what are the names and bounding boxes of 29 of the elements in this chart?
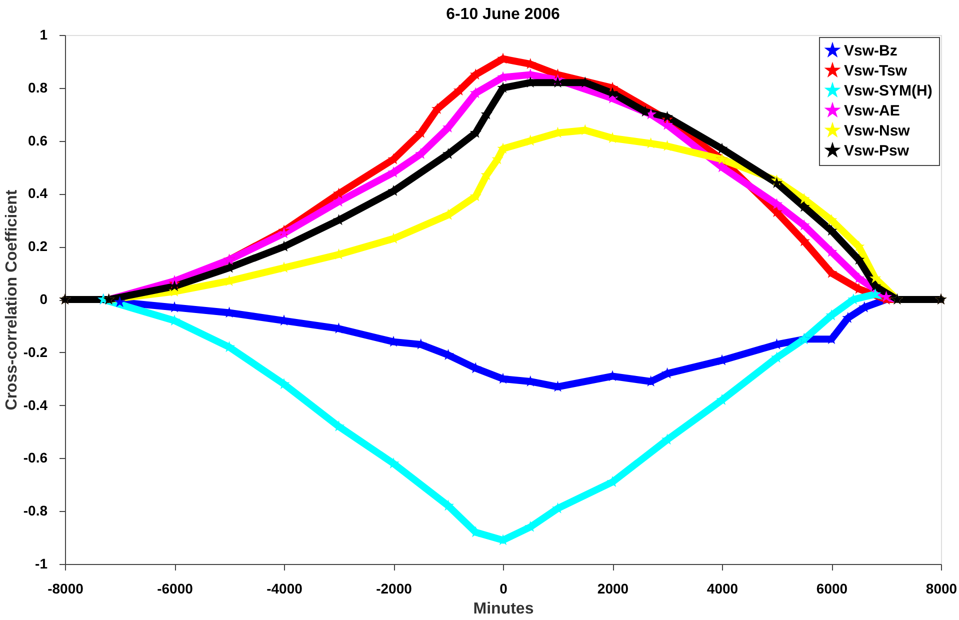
y-tick-label: 0.8 — [28, 79, 48, 96]
x-axis-title: Minutes — [473, 600, 534, 618]
y-tick-label: -0.6 — [23, 450, 48, 466]
x-tick-label: 6000 — [816, 580, 848, 596]
legend-label: Vsw-Psw — [844, 142, 910, 160]
y-axis-title: Cross-correlation Coefficient — [3, 189, 20, 410]
y-tick-label: 0 — [40, 291, 48, 307]
y-tick-label: 1 — [40, 26, 48, 42]
legend-label: Vsw-AE — [844, 102, 900, 120]
x-tick-label: 4000 — [706, 580, 738, 596]
legend-label: Vsw-Bz — [844, 42, 898, 60]
x-tick-label: -2000 — [376, 580, 412, 596]
x-tick-label: 0 — [500, 580, 508, 596]
x-tick-label: -4000 — [266, 580, 303, 596]
x-tick-label: 2000 — [597, 580, 629, 596]
y-tick-label: -0.8 — [23, 502, 48, 519]
x-tick-label: -8000 — [48, 580, 84, 596]
chart-title: 6-10 June 2006 — [446, 6, 560, 23]
y-tick-label: -1 — [35, 556, 48, 572]
legend-label: Vsw-Tsw — [844, 62, 908, 80]
x-tick-label: 8000 — [926, 580, 958, 596]
legend-label: Vsw-SYM(H) — [844, 82, 932, 100]
y-tick-label: -0.2 — [23, 344, 48, 360]
x-tick-label: -6000 — [157, 580, 194, 596]
y-tick-label: 0.2 — [28, 238, 48, 254]
legend-label: Vsw-Nsw — [844, 122, 910, 140]
y-tick-label: 0.4 — [28, 185, 48, 202]
y-tick-label: 0.6 — [28, 132, 48, 148]
y-tick-label: -0.4 — [23, 396, 48, 413]
